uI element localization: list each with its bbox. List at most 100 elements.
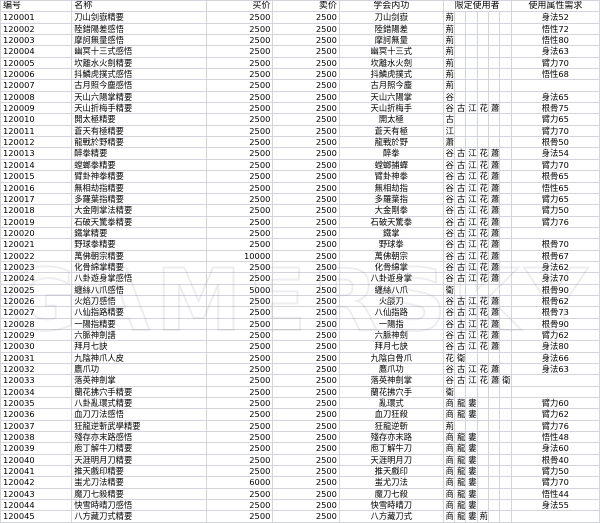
cell-sell[interactable]: 2500 (272, 204, 340, 217)
cell-name[interactable]: 八卦遊身掌感悟 (71, 272, 207, 285)
cell-user-2[interactable]: 龍墨 (453, 499, 467, 512)
cell-attr[interactable]: 根骨67 (510, 249, 600, 262)
table-row[interactable]: 120033落英神劍掌25002500落英神劍掌谷月軒古薔江瑜花癡蕭逸衛紫綾 (0, 374, 600, 387)
cell-user-3[interactable] (465, 124, 478, 138)
cell-user-2[interactable]: 古薔 (453, 147, 467, 160)
cell-user-2[interactable]: 古薔 (453, 340, 467, 353)
cell-id[interactable]: 120012 (0, 136, 73, 149)
cell-user-5[interactable] (487, 499, 501, 512)
cell-user-3[interactable]: 婁紅鸞 (465, 499, 478, 512)
cell-user-3[interactable]: 江瑜 (465, 249, 478, 262)
cell-skill[interactable]: 無相劫指 (338, 181, 444, 194)
cell-user-5[interactable] (487, 476, 501, 489)
cell-user-3[interactable]: 江瑜 (465, 306, 478, 319)
cell-attr[interactable]: 身法63 (510, 362, 600, 376)
cell-user-6[interactable] (499, 90, 512, 104)
cell-user-6[interactable] (499, 22, 512, 36)
column-header-users[interactable]: 限定使用者 (442, 0, 512, 13)
cell-user-6[interactable] (499, 79, 512, 92)
cell-name[interactable]: 火焰刀感悟 (71, 294, 207, 308)
cell-user-2[interactable] (453, 56, 467, 70)
cell-user-5[interactable] (487, 136, 501, 149)
cell-user-6[interactable] (499, 351, 512, 365)
cell-id[interactable]: 120009 (0, 102, 73, 115)
cell-user-3[interactable] (465, 45, 478, 58)
cell-id[interactable]: 120007 (0, 79, 73, 92)
cell-user-2[interactable]: 古薔 (453, 294, 467, 308)
cell-user-3[interactable]: 江瑜 (465, 204, 478, 217)
column-header-skill[interactable]: 学会内功 (338, 0, 444, 13)
cell-skill[interactable]: 抖鱗虎撲式 (338, 68, 444, 81)
cell-user-4[interactable] (476, 442, 489, 455)
cell-attr[interactable]: 身法63 (510, 45, 600, 58)
cell-user-2[interactable] (453, 385, 467, 399)
cell-user-1[interactable]: 谷月軒 (442, 294, 455, 308)
cell-attr[interactable] (510, 374, 600, 387)
cell-name[interactable]: 八卦亂環式精要 (71, 397, 207, 410)
table-row[interactable]: 120008天山六陽掌精要25002500天山六陽掌谷月軒身法65 (0, 90, 600, 104)
cell-user-2[interactable] (453, 90, 467, 104)
cell-user-6[interactable] (499, 226, 512, 240)
cell-user-1[interactable]: 谷月軒 (442, 374, 455, 387)
cell-sell[interactable]: 2500 (272, 397, 340, 410)
cell-user-2[interactable]: 古薔 (453, 102, 467, 115)
cell-name[interactable]: 拜月七訣 (71, 340, 207, 353)
cell-user-2[interactable]: 古薔 (453, 170, 467, 183)
cell-user-6[interactable] (499, 181, 512, 194)
cell-skill[interactable]: 幽冥十三式 (338, 45, 444, 58)
cell-user-5[interactable]: 蕭逸 (487, 238, 501, 251)
cell-id[interactable]: 120005 (0, 56, 73, 70)
cell-user-4[interactable]: 花癡 (476, 249, 489, 262)
cell-skill[interactable]: 八卦遊身掌 (338, 272, 444, 285)
cell-name[interactable]: 臂卦神拳精要 (71, 170, 207, 183)
cell-user-2[interactable]: 古薔 (453, 328, 467, 342)
cell-user-1[interactable]: 商仲仁 (442, 442, 455, 455)
cell-sell[interactable]: 2500 (272, 419, 340, 433)
cell-user-6[interactable] (499, 192, 512, 206)
cell-id[interactable]: 120002 (0, 22, 73, 36)
table-row[interactable]: 120039庖丁解牛刀精要25002500庖丁解牛刀商仲仁龍墨婁紅鸞身法60 (0, 442, 600, 455)
cell-skill[interactable]: 摩訶無量 (338, 34, 444, 47)
cell-buy[interactable]: 2500 (205, 68, 274, 81)
cell-id[interactable]: 120045 (0, 510, 73, 523)
table-row[interactable]: 120028一陽指精要25002500一陽指谷月軒古薔江瑜花癡蕭逸根骨90 (0, 317, 600, 330)
cell-user-6[interactable] (499, 294, 512, 308)
cell-name[interactable]: 天涯明月刀精要 (71, 453, 207, 467)
cell-name[interactable]: 大金剛掌法精要 (71, 204, 207, 217)
cell-attr[interactable]: 根骨90 (510, 283, 600, 296)
cell-sell[interactable]: 2500 (272, 499, 340, 512)
cell-buy[interactable]: 2500 (205, 442, 274, 455)
cell-sell[interactable]: 2500 (272, 362, 340, 376)
cell-buy[interactable]: 2500 (205, 136, 274, 149)
cell-sell[interactable]: 2500 (272, 113, 340, 126)
cell-skill[interactable]: 九陰白骨爪 (338, 351, 444, 365)
cell-sell[interactable]: 2500 (272, 385, 340, 399)
cell-skill[interactable]: 天涯明月刀 (338, 453, 444, 467)
cell-id[interactable]: 120043 (0, 487, 73, 501)
cell-attr[interactable]: 臂力60 (510, 397, 600, 410)
cell-attr[interactable]: 臂力76 (510, 215, 600, 228)
cell-user-1[interactable]: 谷月軒 (442, 317, 455, 330)
cell-user-2[interactable]: 龍墨 (453, 487, 467, 501)
table-row[interactable]: 120024八卦遊身掌感悟25002500八卦遊身掌谷月軒古薔江瑜花癡蕭逸身法7… (0, 272, 600, 285)
cell-user-1[interactable]: 谷月軒 (442, 226, 455, 240)
cell-user-5[interactable]: 蕭逸 (487, 374, 501, 387)
cell-user-6[interactable] (499, 340, 512, 353)
cell-buy[interactable]: 2500 (205, 181, 274, 194)
cell-user-2[interactable]: 古薔 (453, 158, 467, 172)
cell-id[interactable]: 120019 (0, 215, 73, 228)
cell-user-5[interactable]: 蕭逸 (487, 147, 501, 160)
cell-sell[interactable]: 2500 (272, 306, 340, 319)
cell-skill[interactable]: 快雪時晴刀 (338, 499, 444, 512)
cell-user-3[interactable]: 婁紅鸞 (465, 487, 478, 501)
cell-user-5[interactable] (487, 408, 501, 421)
cell-name[interactable]: 開太極精要 (71, 113, 207, 126)
table-row[interactable]: 120031九陰神爪人皮25002500九陰白骨爪花癡衛紫綾身法66 (0, 351, 600, 365)
cell-buy[interactable]: 2500 (205, 113, 274, 126)
cell-user-6[interactable] (499, 34, 512, 47)
cell-user-1[interactable]: 谷月軒 (442, 272, 455, 285)
cell-user-4[interactable]: 花癡 (476, 192, 489, 206)
cell-user-2[interactable]: 古薔 (453, 317, 467, 330)
cell-user-4[interactable]: 花癡 (476, 238, 489, 251)
cell-user-3[interactable]: 婁紅鸞 (465, 453, 478, 467)
